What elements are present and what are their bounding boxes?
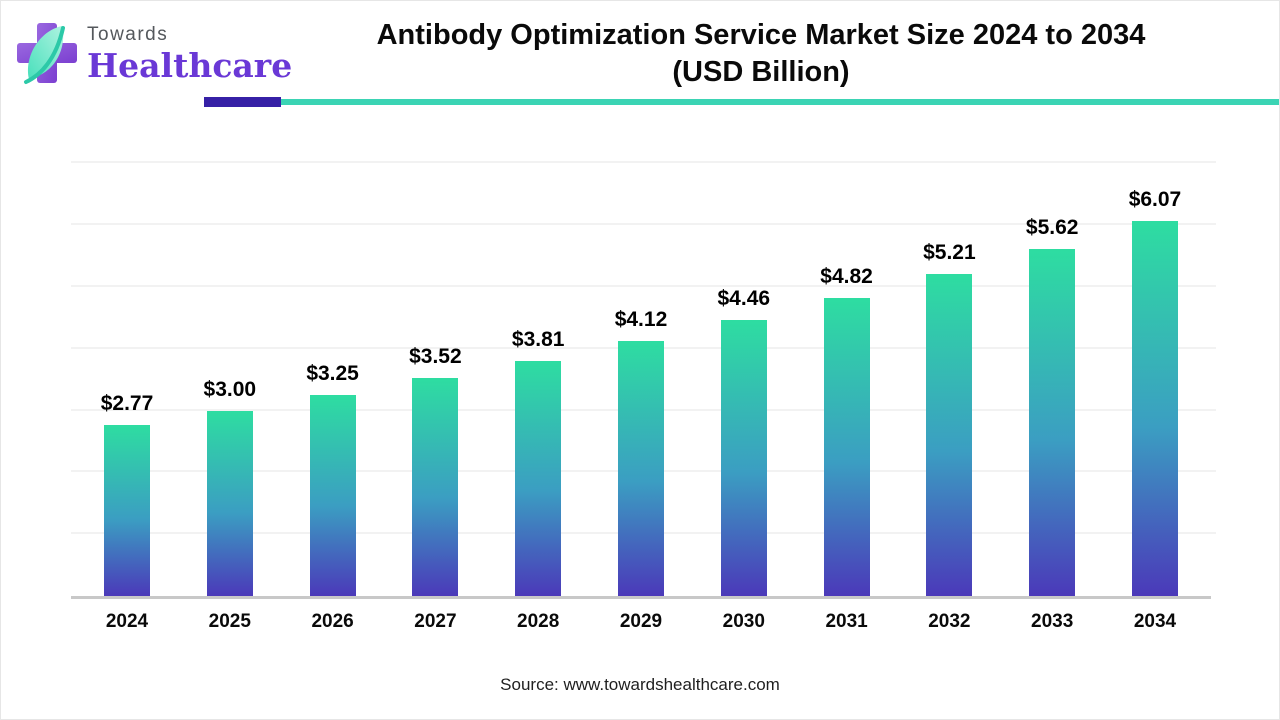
bar-group: $5.62 [1001, 216, 1103, 596]
bar-group: $3.25 [282, 362, 384, 596]
x-axis-labels: 2024 2025 2026 2027 2028 2029 2030 2031 2032 2033… [76, 611, 1206, 633]
bar-value-label: $4.12 [614, 308, 668, 332]
logo-healthcare-label: Healthcare [87, 46, 293, 85]
header-underline-purple [204, 97, 281, 107]
healthcare-cross-leaf-icon [17, 23, 77, 84]
bar-group: $4.12 [590, 308, 692, 596]
x-axis-label: 2034 [1133, 611, 1177, 632]
bar [720, 320, 767, 596]
x-axis-label: 2031 [825, 611, 868, 632]
gridline [71, 161, 1216, 164]
title-line2: (USD Billion) [672, 56, 850, 89]
bar-group: $3.52 [384, 345, 486, 596]
logo-text: Towards Healthcare [87, 13, 292, 82]
logo-towards-label: Towards [87, 24, 169, 45]
gridline [71, 223, 1216, 226]
logo: Towards Healthcare [15, 13, 292, 85]
bar [515, 360, 562, 596]
bar-value-label: $3.25 [306, 362, 359, 386]
x-axis-label: 2030 [722, 611, 765, 632]
bar-group: $3.81 [487, 328, 589, 596]
bars-row: $2.77 $3.00 $3.25 $3.52 $3.81 $4.12 $4.46 $4.82… [76, 151, 1206, 596]
bar-value-label: $4.82 [820, 265, 873, 289]
bar-group: $5.21 [898, 241, 1000, 596]
x-axis-label: 2026 [311, 611, 354, 632]
bar [412, 378, 459, 596]
x-axis-label: 2029 [619, 611, 663, 632]
bar-group: $4.82 [796, 265, 898, 596]
bar-value-label: $2.77 [100, 391, 154, 415]
x-axis-label: 2032 [928, 611, 971, 632]
bar-group: $4.46 [693, 287, 795, 596]
bar-group: $2.77 [76, 392, 178, 596]
bar-group: $3.00 [179, 378, 281, 596]
source-text: Source: www.towardshealthcare.com [500, 675, 780, 694]
bar [1029, 248, 1076, 596]
bar [617, 341, 664, 596]
x-axis-label: 2024 [105, 611, 149, 632]
bar [309, 395, 356, 596]
x-axis-label: 2027 [414, 611, 457, 632]
bar-group: $6.07 [1104, 188, 1206, 596]
x-axis-label: 2033 [1031, 611, 1074, 632]
bar-value-label: $5.62 [1025, 215, 1079, 239]
bar [1131, 220, 1178, 596]
bar-value-label: $3.52 [409, 345, 462, 369]
bar [206, 410, 253, 596]
x-axis-label: 2028 [517, 611, 560, 632]
bar [926, 274, 973, 596]
bar [823, 298, 870, 596]
bar-value-label: $6.07 [1128, 187, 1182, 211]
bar-value-label: $4.46 [717, 287, 771, 311]
page-title: Antibody Optimization Service Market Siz… [251, 17, 1271, 91]
bar-value-label: $3.00 [203, 377, 257, 401]
x-axis-label: 2025 [208, 611, 251, 632]
bar-value-label: $3.81 [511, 327, 565, 351]
bar [104, 424, 150, 596]
chart-area: $2.77 $3.00 $3.25 $3.52 $3.81 $4.12 $4.46 $4.82… [71, 151, 1216, 596]
gridline [71, 284, 1216, 287]
bar-value-label: $5.21 [923, 241, 976, 264]
title-line1: Antibody Optimization Service Market Siz… [376, 19, 1146, 51]
x-axis-line [71, 596, 1211, 599]
header-underline-teal [281, 99, 1279, 105]
